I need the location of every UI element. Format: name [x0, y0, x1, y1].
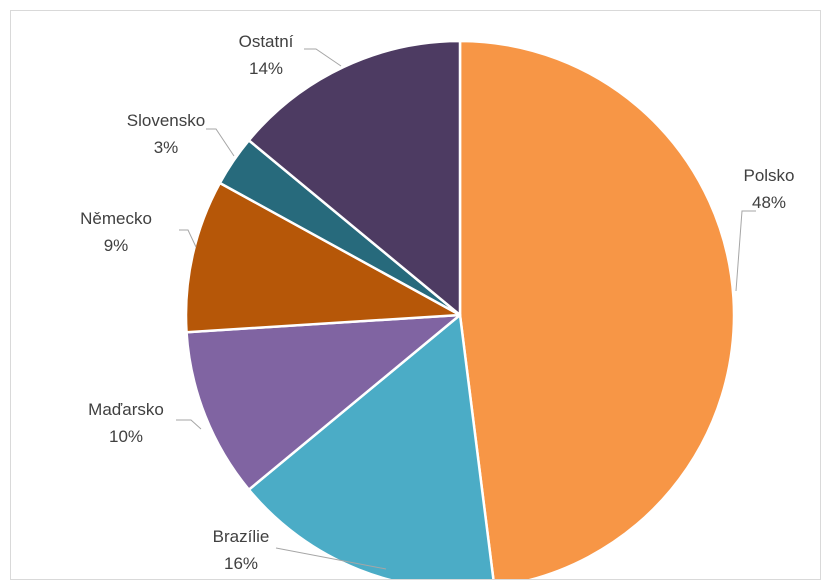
pie-slice-maďarsko: [185, 313, 462, 491]
leader-line: [179, 229, 197, 248]
leader-line: [206, 128, 235, 157]
data-label-value: 48%: [752, 193, 786, 212]
leader-line: [176, 419, 202, 430]
pie-slice-ostatní: [247, 39, 462, 317]
data-label-name: Německo: [80, 209, 152, 228]
data-label-name: Slovensko: [127, 111, 205, 130]
chart-area: Polsko 48% Brazílie 16% Maďarsko 10% Německo 9%…: [10, 10, 821, 580]
data-label-value: 9%: [104, 236, 129, 255]
data-label-name: Maďarsko: [88, 400, 164, 419]
data-labels: Polsko 48% Brazílie 16% Maďarsko 10% Německo 9%…: [80, 32, 794, 573]
data-label-value: 16%: [224, 554, 258, 573]
leader-line: [735, 210, 756, 292]
data-label-value: 10%: [109, 427, 143, 446]
leader-line: [304, 48, 342, 67]
pie-chart: Polsko 48% Brazílie 16% Maďarsko 10% Německo 9%…: [80, 32, 795, 579]
pie-slice-brazílie: [247, 313, 495, 579]
pie-slice-polsko: [458, 39, 736, 579]
data-label-name: Ostatní: [239, 32, 294, 51]
pie-slices: [184, 39, 736, 579]
leader-line: [275, 547, 387, 570]
pie-slice-německo: [184, 181, 462, 334]
data-label-value: 14%: [249, 59, 283, 78]
leader-lines: [176, 48, 756, 570]
data-label-value: 3%: [154, 138, 179, 157]
data-label-name: Brazílie: [213, 527, 270, 546]
data-label-name: Polsko: [743, 166, 794, 185]
